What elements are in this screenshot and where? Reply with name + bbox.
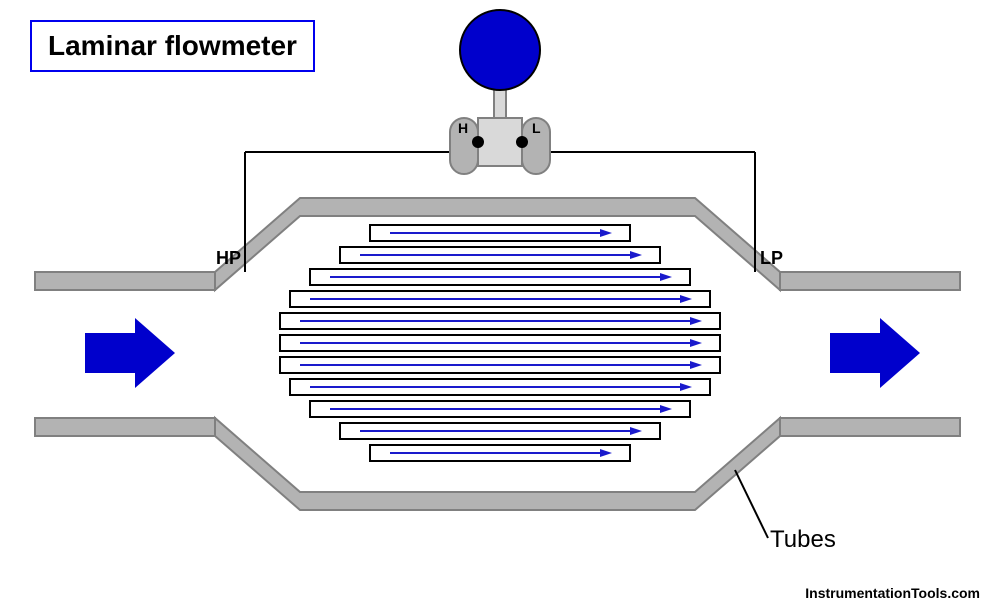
tubes-label: Tubes: [770, 526, 836, 554]
title-box: Laminar flowmeter: [30, 20, 315, 72]
flow-arrow-in: [85, 318, 175, 388]
tube-row: [370, 445, 630, 461]
transmitter: [450, 10, 550, 174]
tube-row: [280, 313, 720, 329]
tube-row: [340, 423, 660, 439]
flow-arrow-out: [830, 318, 920, 388]
tubes-group: [280, 225, 720, 461]
tube-row: [280, 357, 720, 373]
pipe-top-right: [780, 272, 960, 290]
pipe-top-left: [35, 272, 215, 290]
footer-text: InstrumentationTools.com: [805, 585, 980, 601]
h-label: H: [458, 120, 468, 136]
tube-row: [290, 291, 710, 307]
l-label: L: [532, 120, 541, 136]
tube-row: [340, 247, 660, 263]
tube-row: [310, 401, 690, 417]
hp-label: HP: [216, 248, 241, 269]
title-text: Laminar flowmeter: [48, 30, 297, 61]
tube-row: [310, 269, 690, 285]
tube-row: [280, 335, 720, 351]
pipe-bottom-right: [780, 418, 960, 436]
tubes-pointer: [735, 470, 768, 538]
pipe-bottom-left: [35, 418, 215, 436]
lp-label: LP: [760, 248, 783, 269]
tube-row: [370, 225, 630, 241]
tube-row: [290, 379, 710, 395]
diagram-svg: [0, 0, 992, 607]
